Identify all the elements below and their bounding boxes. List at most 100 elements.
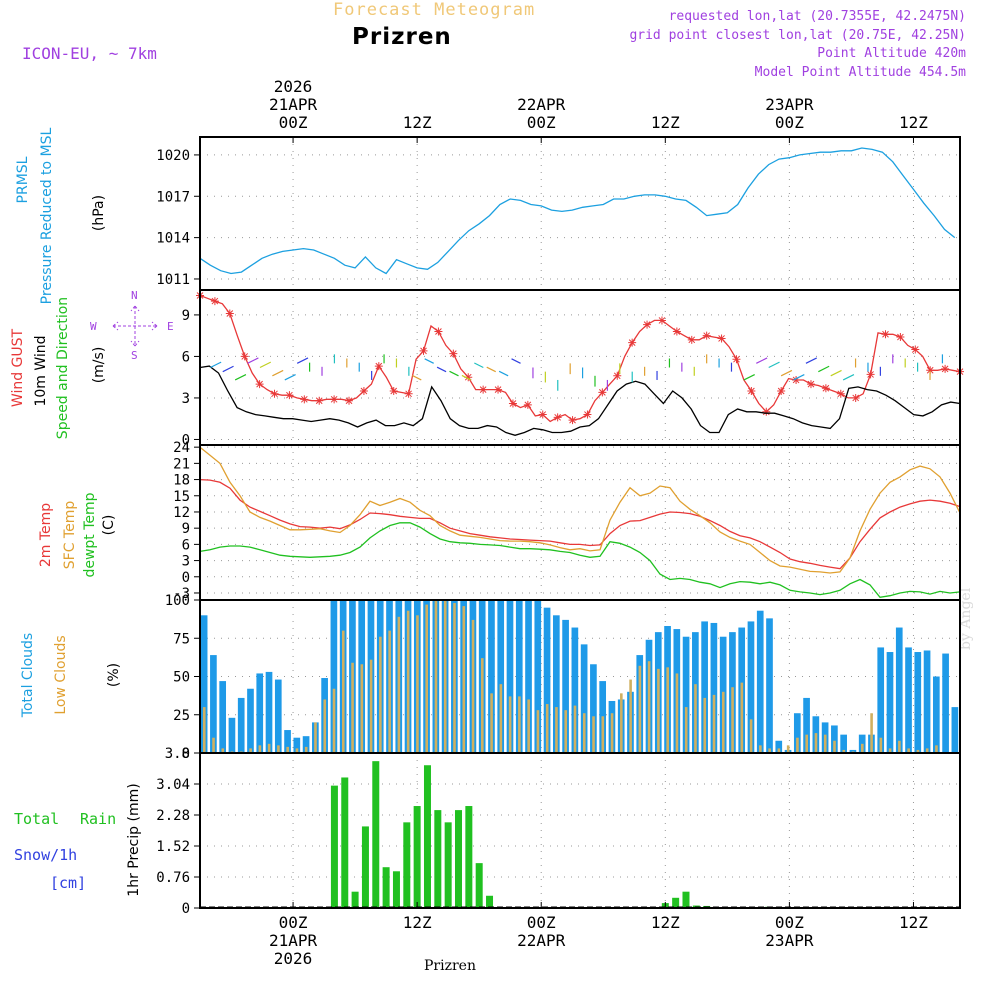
cloud-total-bar [886,652,894,753]
cloud-low-bar [620,693,623,753]
gust-marker [777,387,786,396]
bottom-year-label: 2026 [274,949,313,968]
cloud-total-bar [543,607,551,753]
cloud-low-bar [703,697,707,753]
cloud-low-bar [601,716,605,753]
gust-marker [270,389,279,398]
cloud-low-bar [879,737,883,753]
compass-s: S [131,349,138,362]
gust-marker [359,387,368,396]
cloud-low-bar [796,737,799,753]
cloud-low-bar [694,684,697,753]
gust-marker [866,370,875,379]
cloud-total-bar [200,615,208,753]
cloud-total-bar [256,673,264,753]
wind-arrow [818,365,830,373]
top-hour-label: 12Z [651,113,680,132]
precip-bar [372,761,380,908]
temp-tick-label: 15 [173,489,190,505]
wind-arrow [412,374,422,381]
cloud-low-bar [907,748,910,753]
cloud-low-bar [870,713,873,753]
cloud-low-bar [814,733,818,753]
cloud-low-bar [360,664,364,753]
gust-marker [553,413,562,422]
grid-coords: grid point closest lon,lat (20.75E, 42.2… [629,28,966,43]
wind-tick-label: 9 [182,308,190,324]
cloud-low-bar [786,745,790,753]
cloud-total-bar [682,636,690,753]
gust-marker [702,331,711,340]
temp-tick-label: 21 [173,456,190,472]
cloud-low-bar [666,667,669,753]
pressure-tick-label: 1020 [156,148,190,164]
cloud-low-bar [490,693,493,753]
wind-arrow [436,366,447,373]
cloud-total-bar [756,610,764,753]
cloud-low-bar [861,743,864,753]
cloud-tick-label: 100 [165,593,190,609]
cloud-total-bar [284,730,291,753]
cloud-low-bar [286,746,289,753]
precip-bar [413,806,421,908]
cloud-low-bar [221,748,225,753]
cloud-low-bar [202,707,206,753]
cloud-low-bar [935,745,938,753]
cloud-tick-label: 50 [173,670,190,686]
cloud-low-bar [277,745,280,753]
bottom-date-label: 23APR [765,931,814,950]
precip-bar [361,826,369,908]
cloud-low-bar [379,636,382,753]
top-date-label: 22APR [517,95,566,114]
cloud-low-bar [443,600,447,753]
cloud-low-bar [721,691,725,753]
gust-marker [941,364,950,373]
precip-bar [444,822,452,908]
cloud-total-bar [497,600,505,753]
wind-arrow [768,361,780,369]
cloud-low-bar [267,743,271,753]
gust-marker [881,330,890,339]
cloud-low-bar [582,713,586,753]
gust-marker [687,335,696,344]
gust-marker [494,385,503,394]
precip-bar [403,822,411,908]
cloud-low-bar [258,745,262,753]
cloud-total-bar [219,681,227,753]
cloud-total-bar [571,627,579,753]
cloud-low-bar [249,748,252,753]
bottom-hour-label: 00Z [527,913,556,932]
cloud-low-bar [508,696,512,753]
cloud-total-bar [293,737,301,753]
wind-arrow [780,369,793,377]
gust-marker [836,389,845,398]
gust-marker [240,352,249,361]
precip-bar [682,891,690,908]
footer-location: Prizren [424,958,476,974]
cloud-low-bar [564,710,568,753]
precip-bar [392,871,400,908]
temp-tick-label: 6 [182,537,190,553]
bottom-hour-label: 12Z [651,913,680,932]
bottom-date-label: 21APR [269,931,318,950]
legend-cm: [cm] [50,874,87,892]
panel-frame [199,289,961,446]
bottom-date-label: 22APR [517,931,566,950]
gust-marker [419,346,428,355]
temp-tick-label: 9 [182,521,190,537]
cloud-low-bar [295,748,299,753]
cloud-low-bar [323,699,327,753]
panel-frame [199,136,961,291]
cloud-total-bar [590,664,597,753]
cloud-total-bar [525,600,532,753]
precip-tick-label: 0.76 [156,870,190,886]
wind-tick-label: 0 [182,432,190,448]
cloud-low-bar [351,662,354,753]
wind-arrow [842,374,855,381]
wind-arrow [424,358,434,364]
cloud-low-bar [471,619,475,753]
cloud-low-bar [638,665,642,753]
gust-marker [479,385,488,394]
cloud-total-bar [710,622,718,753]
cloud-low-bar [629,679,632,753]
